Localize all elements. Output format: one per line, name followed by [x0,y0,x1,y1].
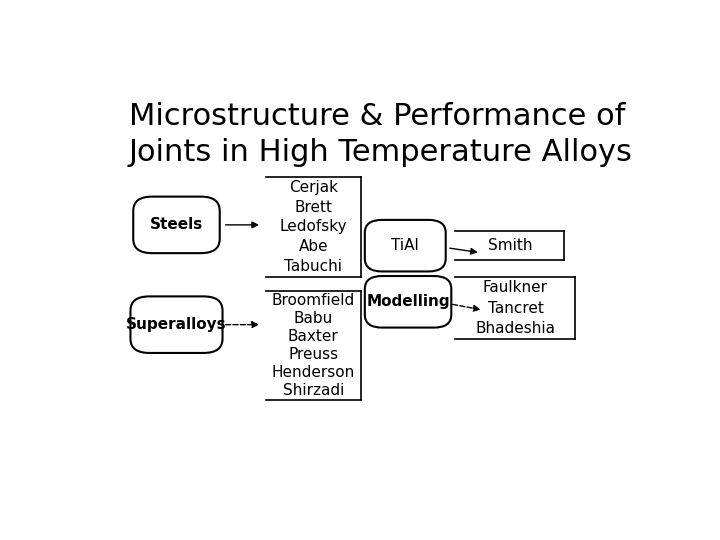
Text: Tancret: Tancret [487,301,544,315]
Text: Henderson: Henderson [271,365,355,380]
Text: Bhadeshia: Bhadeshia [475,321,555,336]
Text: Ledofsky: Ledofsky [279,219,347,234]
Text: Abe: Abe [298,239,328,254]
Text: Shirzadi: Shirzadi [282,383,344,398]
Text: Broomfield: Broomfield [271,293,355,308]
Text: Faulkner: Faulkner [483,280,548,295]
FancyBboxPatch shape [130,296,222,353]
FancyBboxPatch shape [365,220,446,272]
Text: Cerjak: Cerjak [289,179,338,194]
Text: Preuss: Preuss [288,347,338,362]
Text: TiAl: TiAl [392,238,419,253]
Text: Superalloys: Superalloys [126,317,227,332]
Text: Smith: Smith [487,238,532,253]
FancyBboxPatch shape [133,197,220,253]
Text: Microstructure & Performance of
Joints in High Temperature Alloys: Microstructure & Performance of Joints i… [129,102,633,167]
Text: Steels: Steels [150,218,203,232]
Text: Brett: Brett [294,199,332,214]
FancyBboxPatch shape [365,276,451,328]
Text: Tabuchi: Tabuchi [284,259,342,274]
Text: Baxter: Baxter [288,329,338,344]
Text: Babu: Babu [294,311,333,326]
Text: Modelling: Modelling [366,294,450,309]
